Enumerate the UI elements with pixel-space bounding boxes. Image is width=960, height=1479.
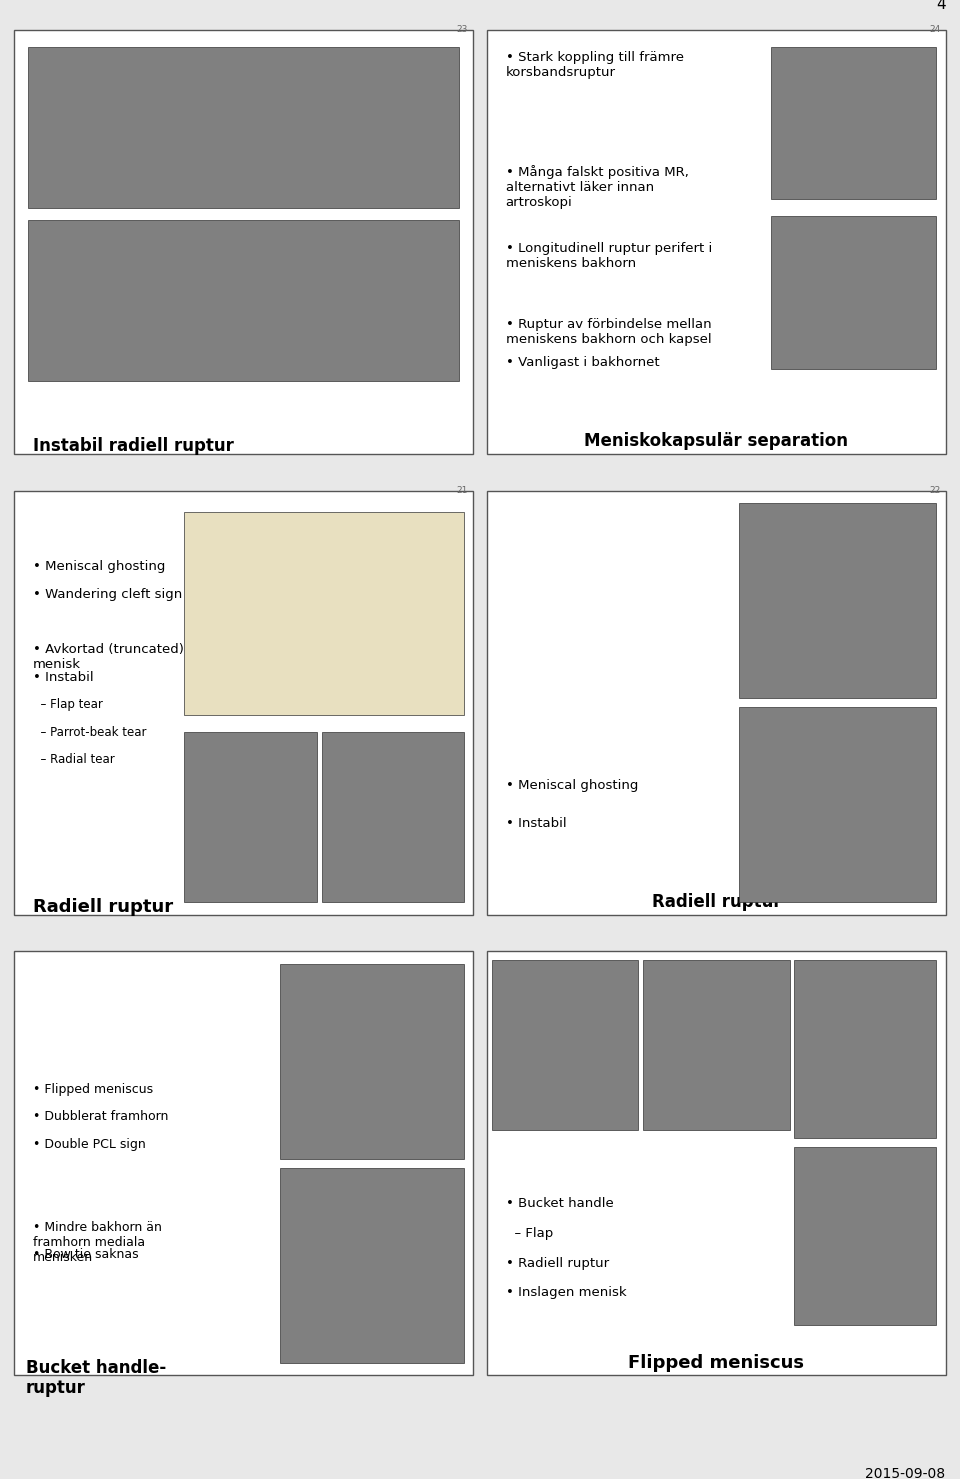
- Text: Flipped meniscus: Flipped meniscus: [629, 1355, 804, 1373]
- Bar: [794, 1146, 936, 1325]
- Text: 21: 21: [457, 487, 468, 495]
- Bar: [794, 960, 936, 1137]
- Bar: [322, 732, 464, 902]
- Bar: [184, 732, 317, 902]
- Text: 23: 23: [457, 25, 468, 34]
- Text: • Wandering cleft sign: • Wandering cleft sign: [33, 589, 182, 600]
- Bar: [772, 46, 936, 200]
- Text: • Många falskt positiva MR,
alternativt läker innan
artroskopi: • Många falskt positiva MR, alternativt …: [506, 166, 688, 209]
- Text: • Double PCL sign: • Double PCL sign: [33, 1137, 146, 1151]
- Text: • Instabil: • Instabil: [33, 671, 93, 683]
- Bar: [280, 1168, 464, 1362]
- Bar: [280, 964, 464, 1160]
- Bar: [492, 960, 638, 1130]
- Bar: [184, 512, 464, 716]
- Text: Radiell ruptur: Radiell ruptur: [652, 893, 781, 911]
- Text: – Parrot-beak tear: – Parrot-beak tear: [33, 726, 146, 740]
- Text: 2015-09-08: 2015-09-08: [866, 1467, 946, 1479]
- Text: • Bow tie saknas: • Bow tie saknas: [33, 1248, 138, 1262]
- Bar: [14, 491, 472, 914]
- Text: • Instabil: • Instabil: [506, 816, 566, 830]
- Bar: [772, 216, 936, 368]
- Bar: [739, 503, 936, 698]
- Text: – Flap tear: – Flap tear: [33, 698, 103, 711]
- Bar: [487, 951, 946, 1375]
- Text: Instabil radiell ruptur: Instabil radiell ruptur: [33, 436, 233, 454]
- Bar: [487, 30, 946, 454]
- Text: – Flap: – Flap: [506, 1228, 553, 1239]
- Bar: [643, 960, 790, 1130]
- Text: • Vanligast i bakhornet: • Vanligast i bakhornet: [506, 356, 660, 370]
- Text: • Bucket handle: • Bucket handle: [506, 1198, 613, 1210]
- Text: – Radial tear: – Radial tear: [33, 753, 114, 766]
- Text: • Avkortad (truncated)
menisk: • Avkortad (truncated) menisk: [33, 643, 183, 671]
- Text: Bucket handle-
ruptur: Bucket handle- ruptur: [26, 1359, 166, 1398]
- Text: • Stark koppling till främre
korsbandsruptur: • Stark koppling till främre korsbandsru…: [506, 50, 684, 78]
- Text: 4: 4: [936, 0, 946, 12]
- Text: • Longitudinell ruptur perifert i
meniskens bakhorn: • Longitudinell ruptur perifert i menisk…: [506, 241, 711, 269]
- Bar: [487, 491, 946, 914]
- Text: • Mindre bakhorn än
framhorn mediala
menisken: • Mindre bakhorn än framhorn mediala men…: [33, 1220, 161, 1263]
- Text: • Flipped meniscus: • Flipped meniscus: [33, 1083, 153, 1096]
- Text: • Inslagen menisk: • Inslagen menisk: [506, 1287, 626, 1300]
- Text: • Meniscal ghosting: • Meniscal ghosting: [506, 779, 637, 791]
- Text: Meniskokapsulär separation: Meniskokapsulär separation: [585, 432, 849, 451]
- Text: Radiell ruptur: Radiell ruptur: [33, 898, 173, 916]
- Bar: [14, 30, 472, 454]
- Text: • Meniscal ghosting: • Meniscal ghosting: [33, 561, 165, 574]
- Text: • Ruptur av förbindelse mellan
meniskens bakhorn och kapsel: • Ruptur av förbindelse mellan meniskens…: [506, 318, 711, 346]
- Text: • Radiell ruptur: • Radiell ruptur: [506, 1257, 609, 1270]
- Bar: [14, 951, 472, 1375]
- Bar: [28, 220, 459, 382]
- Text: 22: 22: [929, 487, 941, 495]
- Bar: [28, 46, 459, 207]
- Bar: [739, 707, 936, 902]
- Text: • Dubblerat framhorn: • Dubblerat framhorn: [33, 1111, 168, 1124]
- Text: 24: 24: [929, 25, 941, 34]
